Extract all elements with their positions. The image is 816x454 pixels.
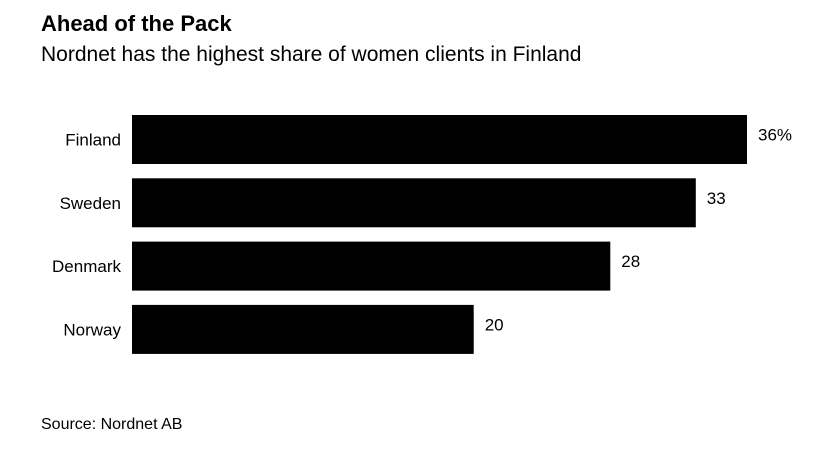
bar-denmark — [132, 241, 611, 291]
value-label-denmark: 28 — [621, 252, 640, 271]
category-label-denmark: Denmark — [52, 257, 121, 276]
chart-title: Ahead of the Pack — [41, 11, 232, 36]
bar-norway — [132, 304, 474, 354]
bar-finland — [132, 115, 747, 164]
value-label-sweden: 33 — [707, 189, 726, 208]
category-label-finland: Finland — [65, 131, 121, 150]
category-label-sweden: Sweden — [60, 194, 121, 213]
category-label-norway: Norway — [63, 320, 121, 339]
source-note: Source: Nordnet AB — [41, 416, 183, 433]
value-label-norway: 20 — [485, 315, 504, 334]
chart-subtitle: Nordnet has the highest share of women c… — [41, 43, 582, 66]
bar-sweden — [132, 178, 696, 228]
value-label-finland: 36% — [758, 126, 792, 145]
